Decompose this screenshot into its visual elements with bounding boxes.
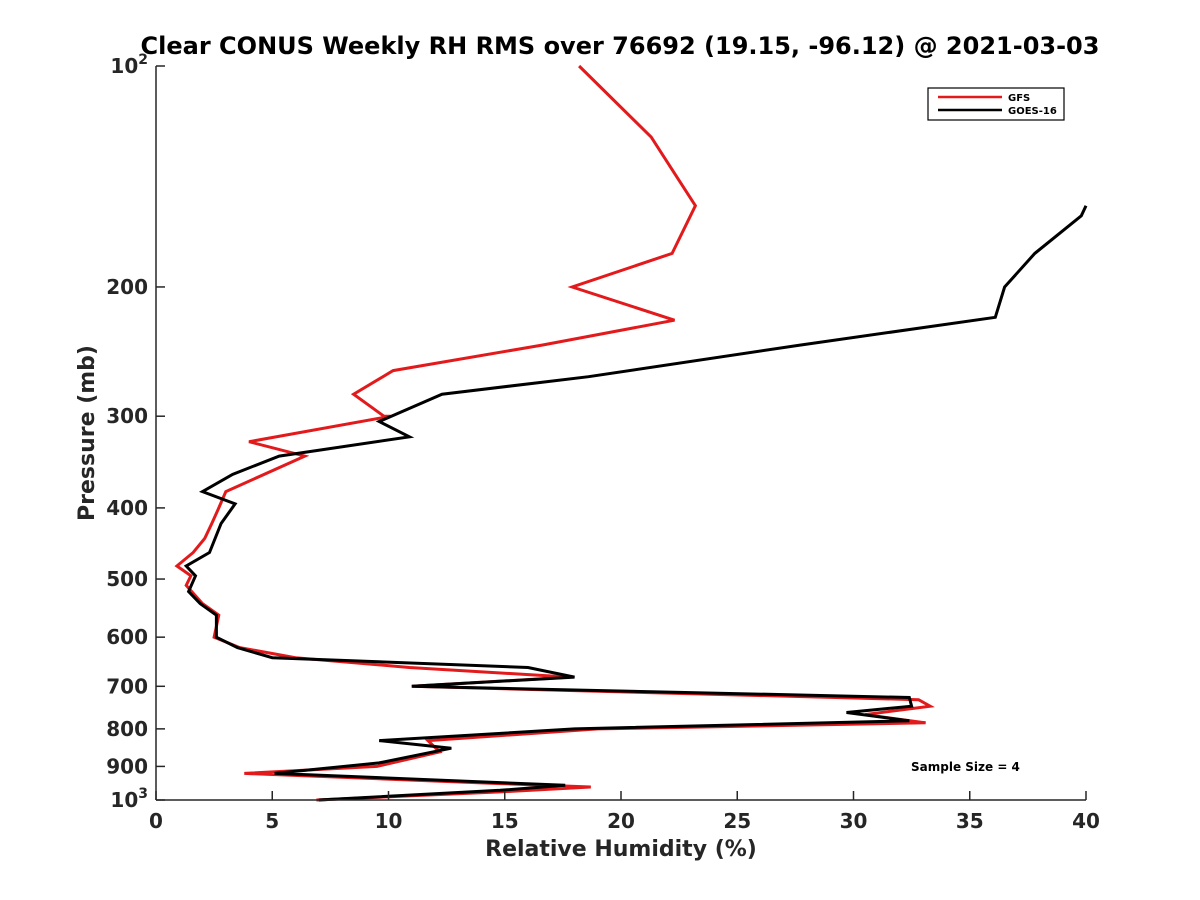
- y-tick-label: 900: [106, 754, 148, 778]
- x-tick-label: 10: [375, 809, 403, 833]
- legend-goes16-label: GOES-16: [1008, 106, 1057, 117]
- legend: GFS GOES-16: [927, 87, 1065, 121]
- y-tick-label: 800: [106, 717, 148, 741]
- series-layer: [174, 64, 1088, 802]
- y-tick-label: 500: [106, 567, 148, 591]
- series-line-goes16: [183, 205, 1088, 802]
- x-tick-label: 15: [491, 809, 519, 833]
- y-tick-label: 103: [110, 786, 148, 812]
- sample-size-annotation: Sample Size = 4: [911, 760, 1020, 774]
- x-tick-label: 5: [265, 809, 279, 833]
- y-axis-ticks: 102 200 300 400 500 600 700 800 900 103: [106, 52, 165, 812]
- x-tick-label: 25: [723, 809, 751, 833]
- legend-gfs-label: GFS: [1008, 93, 1030, 104]
- x-axis-ticks: 0 5 10 15 20 25 30 35 40: [149, 791, 1100, 833]
- x-tick-label: 40: [1072, 809, 1100, 833]
- y-tick-label: 400: [106, 496, 148, 520]
- x-tick-label: 20: [607, 809, 635, 833]
- y-tick-label: 102: [110, 52, 148, 78]
- y-tick-label: 300: [106, 404, 148, 428]
- y-tick-label: 700: [106, 674, 148, 698]
- x-axis-label: Relative Humidity (%): [485, 837, 757, 862]
- chart-title: Clear CONUS Weekly RH RMS over 76692 (19…: [141, 32, 1100, 60]
- y-axis-label: Pressure (mb): [75, 345, 100, 521]
- legend-box: [927, 87, 1065, 121]
- y-tick-label: 200: [106, 275, 148, 299]
- x-tick-label: 0: [149, 809, 163, 833]
- y-tick-label: 600: [106, 625, 148, 649]
- x-tick-label: 35: [956, 809, 984, 833]
- series-line-gfs: [174, 64, 935, 802]
- x-tick-label: 30: [840, 809, 868, 833]
